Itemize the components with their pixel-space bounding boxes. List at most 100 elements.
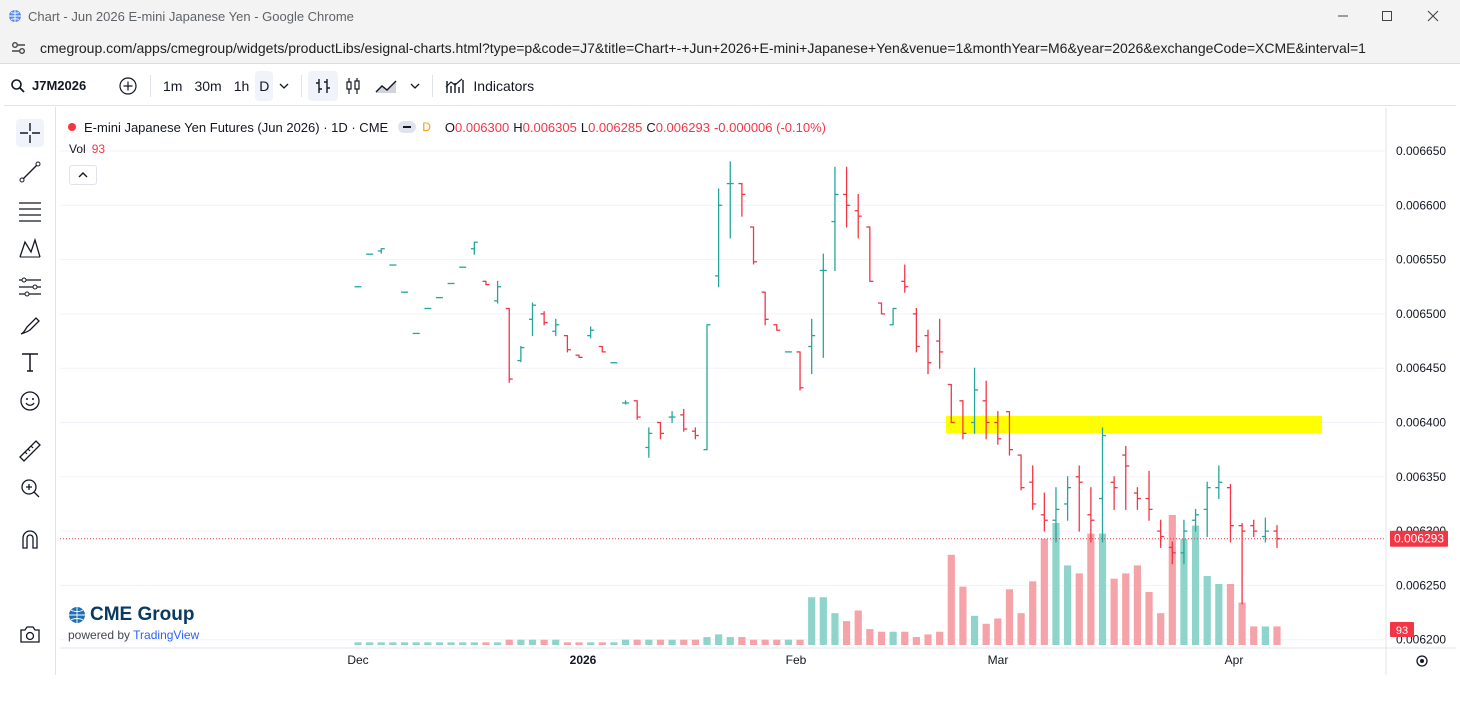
ohlc-bar — [889, 307, 897, 326]
last-volume-badge — [1390, 622, 1414, 637]
visibility-icon[interactable] — [398, 121, 417, 133]
volume-bar — [703, 637, 711, 645]
toolbar-divider — [301, 74, 303, 97]
x-tick-label: Feb — [786, 653, 807, 667]
ohlc-bar — [494, 280, 502, 304]
interval-label: D — [259, 77, 270, 94]
volume-bar — [621, 639, 630, 645]
ohlc-bar — [1005, 410, 1013, 456]
volume-bar — [761, 639, 769, 645]
volume-bar — [1226, 583, 1235, 645]
pattern-tool[interactable] — [16, 235, 44, 263]
series-title[interactable]: E-mini Japanese Yen Futures (Jun 2026) ·… — [84, 119, 389, 135]
window-titlebar: Chart - Jun 2026 E-mini Japanese Yen - G… — [0, 0, 1460, 32]
interval-30m[interactable]: 30m — [188, 71, 227, 101]
status-dot — [68, 123, 76, 131]
volume-bar — [691, 639, 699, 645]
interval-label: 1m — [163, 77, 183, 94]
low-value: 0.006285 — [588, 119, 643, 135]
minimize-button[interactable] — [1320, 0, 1366, 32]
interval-label: 30m — [194, 77, 222, 94]
volume-bar — [528, 639, 537, 645]
ohlc-bar — [680, 408, 688, 432]
symbol-text[interactable]: J7M2026 — [32, 78, 87, 93]
ohlc-bar — [482, 280, 490, 286]
zoom-tool[interactable] — [16, 474, 44, 502]
maximize-button[interactable] — [1364, 0, 1410, 32]
interval-dropdown[interactable] — [273, 71, 295, 101]
interval-1m[interactable]: 1m — [157, 71, 188, 101]
trend-line-tool[interactable] — [16, 158, 44, 186]
chart-type-dropdown[interactable] — [404, 71, 426, 101]
volume-bar — [726, 637, 734, 645]
volume-bar — [1261, 626, 1269, 645]
powered-by: powered by TradingView — [68, 628, 199, 642]
ohlc-bar — [517, 345, 525, 363]
volume-bar — [505, 639, 513, 645]
fib-tool[interactable] — [16, 197, 44, 225]
brush-tool[interactable] — [16, 312, 44, 340]
compare-button[interactable] — [112, 71, 144, 101]
candles-style-button[interactable] — [338, 71, 368, 101]
volume-bar — [854, 610, 862, 645]
ohlc-bar — [808, 318, 816, 375]
ohlc-bar — [982, 380, 990, 440]
magnet-tool[interactable] — [16, 525, 44, 553]
close-button[interactable] — [1410, 0, 1456, 32]
collapse-legend-button[interactable] — [69, 165, 97, 185]
volume-bar — [738, 637, 746, 645]
drawing-toolbar — [4, 107, 56, 675]
magnet-icon — [22, 530, 38, 549]
volume-bar — [1273, 626, 1281, 645]
emoji-tool[interactable] — [16, 387, 44, 415]
chart-pane[interactable] — [60, 107, 1456, 675]
cme-globe-icon — [69, 607, 85, 623]
volume-bar — [552, 639, 560, 645]
open-label: O — [444, 119, 455, 135]
prediction-tool[interactable] — [16, 273, 44, 301]
volume-bar — [715, 634, 723, 645]
volume-legend: Vol 93 — [69, 142, 105, 156]
volume-value: 93 — [91, 142, 106, 156]
ohlc-bar — [645, 427, 653, 458]
volume-bar — [1017, 613, 1025, 645]
volume-bar — [1145, 591, 1153, 645]
ohlc-bar — [424, 307, 432, 310]
volume-bar — [1203, 576, 1211, 645]
volume-bar — [482, 642, 490, 645]
crosshair-tool[interactable] — [16, 119, 44, 147]
ohlc-bar — [354, 286, 362, 288]
text-tool[interactable] — [16, 348, 44, 376]
add-symbol-icon — [119, 76, 137, 95]
symbol-search[interactable]: J7M2026 — [4, 71, 112, 101]
volume-bar — [354, 642, 362, 645]
screenshot-button[interactable] — [16, 620, 44, 648]
ohlc-bar — [1052, 487, 1060, 543]
volume-bar — [656, 639, 665, 645]
area-style-button[interactable] — [368, 71, 404, 101]
volume-bar — [1098, 533, 1107, 645]
ohlc-bars-icon — [316, 78, 331, 93]
volume-bar — [784, 639, 793, 645]
site-settings-icon[interactable] — [8, 37, 30, 59]
low-label: L — [580, 119, 589, 135]
volume-bar — [668, 639, 676, 645]
volume-bar — [749, 639, 758, 645]
ohlc-bar — [552, 318, 560, 337]
tradingview-link[interactable]: TradingView — [133, 628, 200, 642]
xabcd-pattern-icon — [19, 238, 41, 258]
ohlc-bar — [994, 411, 1002, 445]
measure-tool[interactable] — [16, 437, 44, 465]
interval-1h[interactable]: 1h — [228, 71, 256, 101]
volume-bar — [424, 642, 432, 645]
bar-style-button[interactable] — [308, 70, 339, 101]
url-text[interactable]: cmegroup.com/apps/cmegroup/widgets/produ… — [40, 39, 1366, 56]
indicators-button[interactable]: Indicators — [439, 71, 540, 101]
x-tick-label: Dec — [347, 653, 368, 667]
trend-line-icon — [19, 161, 41, 183]
interval-d[interactable]: D — [255, 70, 274, 101]
ohlc-bar — [854, 193, 862, 239]
volume-bar — [1238, 602, 1246, 645]
ohlc-bar — [563, 334, 571, 353]
